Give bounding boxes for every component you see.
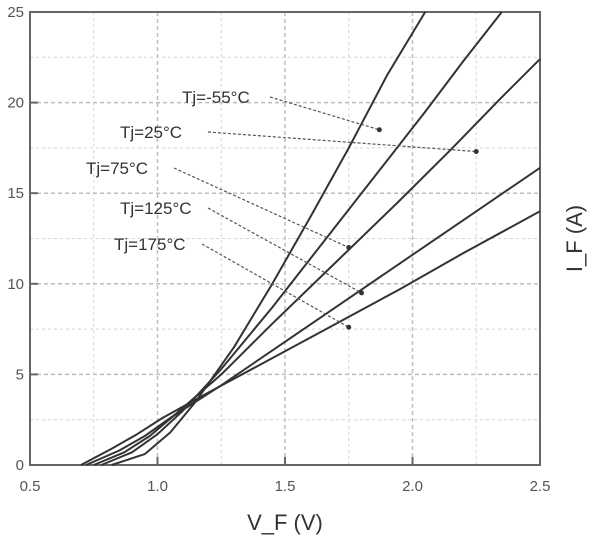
y-axis-label: I_F (A) — [562, 205, 587, 272]
annotation-label: Tj=75°C — [86, 159, 148, 178]
annotation-arrowhead — [376, 127, 382, 133]
annotation-arrowhead — [473, 149, 479, 155]
x-tick-label: 0.5 — [20, 478, 41, 495]
series-group — [80, 11, 541, 466]
annotation-label: Tj=175°C — [114, 235, 186, 254]
series-line-3 — [85, 166, 541, 466]
annotation-label: Tj=-55°C — [182, 88, 250, 107]
annotation-leader — [201, 243, 350, 328]
series-line-0 — [111, 11, 427, 466]
y-tick-label: 0 — [16, 457, 24, 474]
x-tick-label: 2.5 — [530, 478, 551, 495]
annotation-arrowhead — [346, 245, 352, 251]
grid — [29, 11, 541, 466]
annotations: Tj=-55°CTj=25°C Tj=75°C Tj=125°C Tj=175°C — [86, 88, 479, 330]
annotation-arrowhead — [346, 324, 352, 330]
x-tick-label: 1.0 — [147, 478, 168, 495]
x-tick-label: 2.0 — [402, 478, 423, 495]
annotation-label: Tj=25°C — [120, 123, 182, 142]
series-line-4 — [80, 210, 541, 466]
annotation-label: Tj=125°C — [120, 199, 192, 218]
y-tick-label: 15 — [7, 185, 24, 202]
y-tick-label: 20 — [7, 95, 24, 112]
x-axis-label: V_F (V) — [247, 510, 323, 535]
series-line-2 — [93, 58, 541, 466]
y-tick-label: 10 — [7, 276, 24, 293]
annotation-leader — [173, 167, 349, 249]
series-line-1 — [101, 11, 503, 466]
annotation-leader — [207, 131, 477, 153]
ticks: 0.5 1.0 1.5 2.0 2.5 0 5 10 15 20 25 — [7, 4, 550, 495]
annotation-leader — [207, 207, 362, 294]
annotation-leader — [269, 96, 380, 131]
y-tick-label: 25 — [7, 4, 24, 21]
x-tick-label: 1.5 — [275, 478, 296, 495]
y-tick-label: 5 — [16, 366, 24, 383]
annotation-arrowhead — [359, 290, 364, 296]
